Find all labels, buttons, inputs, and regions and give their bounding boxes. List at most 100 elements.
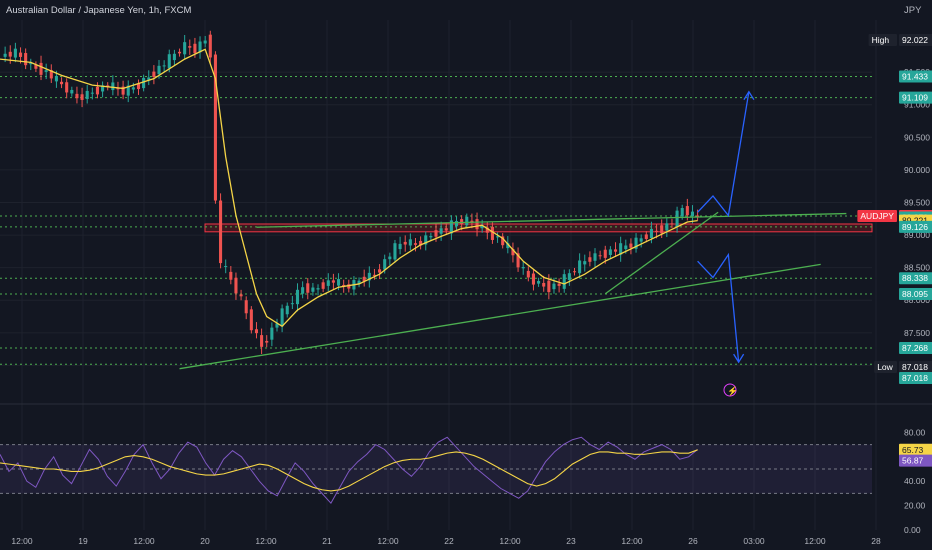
candle-body <box>188 46 192 48</box>
candle-body <box>183 42 187 55</box>
candle-body <box>162 65 166 67</box>
candle-body <box>337 279 341 286</box>
candle-body <box>655 230 659 232</box>
projection-path[interactable] <box>697 91 750 218</box>
projection-path[interactable] <box>697 252 740 363</box>
candle-body <box>126 85 130 96</box>
candle-body <box>362 276 366 282</box>
time-tick-label: 23 <box>566 536 576 546</box>
candle-body <box>39 62 43 75</box>
candle-body <box>572 271 577 273</box>
price-badge-value: 91.109 <box>902 93 928 103</box>
candle-body <box>598 255 602 257</box>
candle-body <box>193 43 197 54</box>
price-badge-label-bg <box>874 361 897 373</box>
candle-body <box>157 65 161 75</box>
trendline[interactable] <box>179 263 821 370</box>
price-badge <box>899 34 932 46</box>
rsi-line <box>0 436 698 505</box>
trendlines[interactable] <box>179 211 847 370</box>
projection-arrows[interactable] <box>697 90 755 364</box>
time-tick-label: 12:00 <box>621 536 643 546</box>
price-tick-label: 90.000 <box>904 165 930 175</box>
candle-body <box>526 270 530 278</box>
candle-body <box>629 243 633 248</box>
candle-body <box>347 284 351 289</box>
time-tick-label: 22 <box>444 536 454 546</box>
candle-body <box>434 230 438 237</box>
resistance-zone-rect <box>204 223 873 233</box>
price-tick-label: 89.500 <box>904 197 930 207</box>
candle-body <box>424 235 428 245</box>
candle-body <box>306 283 310 293</box>
time-tick-label: 19 <box>78 536 88 546</box>
candle-body <box>496 236 500 238</box>
price-badge <box>899 288 932 301</box>
time-tick-label: 12:00 <box>133 536 155 546</box>
candle-body <box>229 271 233 280</box>
candle-body <box>690 211 695 217</box>
candle-body <box>275 323 279 328</box>
rsi-tick-label: 0.00 <box>904 525 921 535</box>
candle-body <box>547 280 551 293</box>
candle-body <box>665 223 669 231</box>
candle-body <box>208 34 212 58</box>
price-series <box>0 30 700 355</box>
candle-body <box>588 257 592 262</box>
lightning-icon[interactable]: ⚡ <box>723 383 738 397</box>
rsi-badge <box>899 454 932 467</box>
candle-body <box>234 277 238 294</box>
candle-body <box>429 236 433 238</box>
projection-arrowhead[interactable] <box>733 353 745 364</box>
candle-body <box>203 40 207 44</box>
candle-body <box>675 210 679 227</box>
candle-body <box>285 305 289 315</box>
rsi-badge <box>899 443 932 456</box>
candle-body <box>224 266 228 268</box>
price-tick-label: 88.000 <box>904 295 930 305</box>
candle-body <box>34 64 38 69</box>
candle-body <box>18 52 23 57</box>
candle-body <box>460 219 464 225</box>
candle-body <box>680 208 684 217</box>
candle-body <box>249 309 253 331</box>
price-badge-label: Low <box>877 362 893 372</box>
candle-body <box>649 228 653 239</box>
rsi-badge-value: 56.87 <box>902 456 924 466</box>
time-tick-label: 12:00 <box>11 536 33 546</box>
candle-body <box>593 253 597 261</box>
candle-body <box>95 86 99 95</box>
rsi-band <box>0 444 872 494</box>
price-tick-label: 87.500 <box>904 328 930 338</box>
candle-body <box>213 54 217 201</box>
trendline[interactable] <box>256 212 847 228</box>
candle-body <box>111 82 115 91</box>
candle-body <box>506 243 510 249</box>
candle-body <box>326 280 330 286</box>
rsi-tick-label: 20.00 <box>904 501 926 511</box>
price-badge <box>899 341 932 354</box>
candle-body <box>542 282 546 287</box>
time-tick-label: 12:00 <box>255 536 277 546</box>
candle-body <box>357 280 361 284</box>
projection-arrowhead[interactable] <box>743 90 755 101</box>
trendline[interactable] <box>604 211 719 295</box>
price-badge-value: 89.126 <box>902 222 928 232</box>
candle-body <box>331 280 335 283</box>
candle-body <box>398 243 402 250</box>
candle-body <box>403 241 407 245</box>
candle-body <box>49 70 53 79</box>
currency-label: JPY <box>904 5 922 16</box>
candle-body <box>239 294 243 297</box>
candle-body <box>608 249 612 255</box>
candle-body <box>301 287 305 294</box>
time-tick-label: 26 <box>688 536 698 546</box>
chart-title: Australian Dollar / Japanese Yen, 1h, FX… <box>6 5 191 16</box>
candle-body <box>634 237 638 249</box>
rsi-ma-line <box>0 449 698 492</box>
candle-body <box>280 308 284 327</box>
candle-body <box>121 86 125 95</box>
horizontal-levels <box>0 76 872 365</box>
candle-body <box>465 216 469 226</box>
